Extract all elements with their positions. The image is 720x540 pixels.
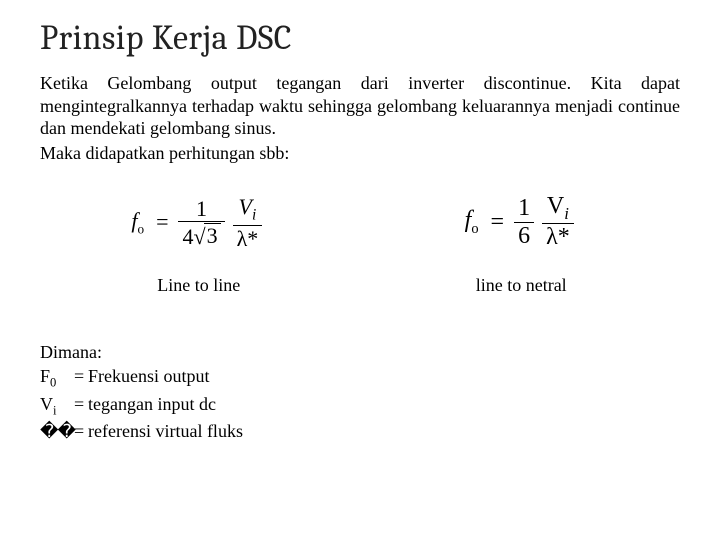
where-symbol: F0 xyxy=(40,364,74,392)
formula-row: fo = 1 4√3 Vi λ* xyxy=(50,194,670,251)
paragraph-lead: Maka didapatkan perhitungan sbb: xyxy=(40,142,680,165)
ratio-num-sub: i xyxy=(564,204,569,223)
where-equals: = xyxy=(74,419,88,443)
paragraph-intro: Ketika Gelombang output tegangan dari in… xyxy=(40,72,680,140)
ratio-num: Vi xyxy=(235,195,261,225)
slide-title: Prinsip Kerja DSC xyxy=(40,18,680,58)
slide: Prinsip Kerja DSC Ketika Gelombang outpu… xyxy=(0,0,720,540)
fraction-den: 4√3 xyxy=(178,221,224,248)
ratio-num-base: V xyxy=(547,193,564,219)
denom-coeff: 4 xyxy=(182,224,193,249)
where-row: �� = referensi virtual fluks xyxy=(40,419,680,443)
formula-lhs: fo xyxy=(465,207,479,238)
fraction-coeff: 1 6 xyxy=(514,196,534,249)
caption-line-to-neutral: line to netral xyxy=(372,275,670,296)
fraction-num: 1 xyxy=(192,197,211,221)
where-symbol: Vi xyxy=(40,392,74,420)
fraction-num: 1 xyxy=(514,196,534,222)
ratio-num-sub: i xyxy=(252,206,256,223)
ratio-num: Vi xyxy=(543,194,573,223)
where-definition: Frekuensi output xyxy=(88,364,210,392)
fraction-den: 6 xyxy=(514,222,534,249)
fraction-coeff: 1 4√3 xyxy=(178,197,224,248)
sqrt: √3 xyxy=(193,223,220,248)
ratio-num-base: V xyxy=(239,194,252,219)
where-definition: tegangan input dc xyxy=(88,392,216,420)
fraction-ratio: Vi λ* xyxy=(233,195,263,250)
where-row: Vi = tegangan input dc xyxy=(40,392,680,420)
formula-lhs: fo xyxy=(131,208,144,237)
ratio-den: λ* xyxy=(542,223,574,250)
where-symbol: �� xyxy=(40,419,74,443)
where-definition: referensi virtual fluks xyxy=(88,419,243,443)
formula-line-to-line: fo = 1 4√3 Vi λ* xyxy=(50,195,348,250)
sqrt-body: 3 xyxy=(204,223,221,248)
formula-line-to-neutral: fo = 1 6 Vi λ* xyxy=(372,194,670,251)
formula-lhs-sub: o xyxy=(137,221,144,236)
where-equals: = xyxy=(74,364,88,392)
equals-sign: = xyxy=(491,209,505,236)
caption-row: Line to line line to netral xyxy=(50,275,670,296)
caption-line-to-line: Line to line xyxy=(50,275,348,296)
where-row: F0 = Frekuensi output xyxy=(40,364,680,392)
where-equals: = xyxy=(74,392,88,420)
where-heading: Dimana: xyxy=(40,340,680,364)
formula-lhs-sub: o xyxy=(471,221,478,237)
where-block: Dimana: F0 = Frekuensi output Vi = tegan… xyxy=(40,340,680,444)
equals-sign: = xyxy=(156,209,168,235)
ratio-den: λ* xyxy=(233,225,263,250)
fraction-ratio: Vi λ* xyxy=(542,194,574,251)
